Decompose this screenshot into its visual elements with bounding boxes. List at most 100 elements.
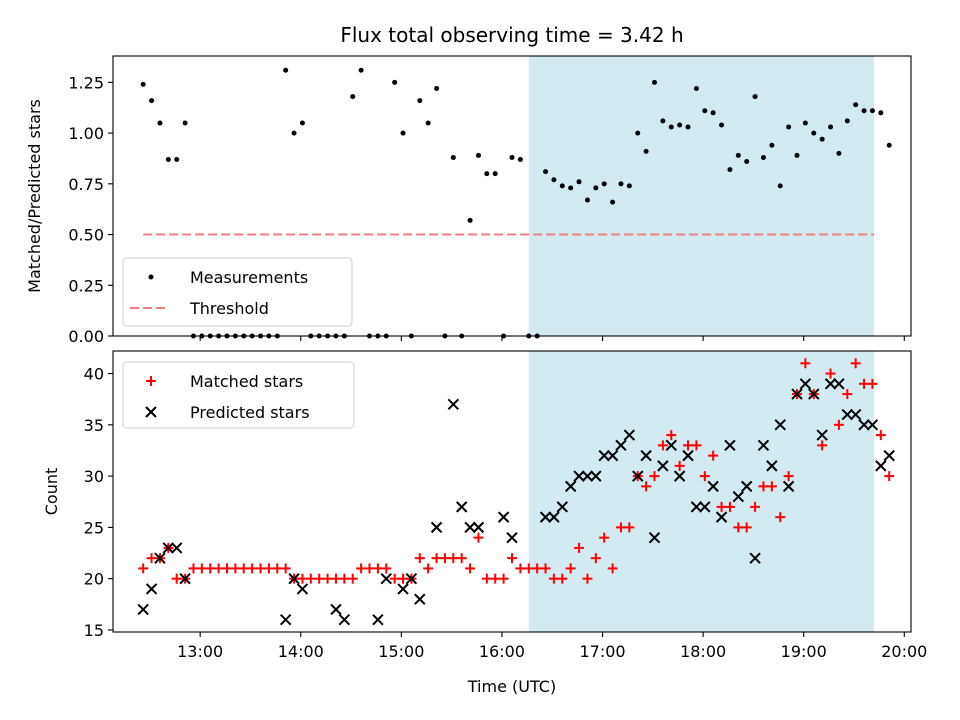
predicted-star-point bbox=[548, 511, 560, 523]
x-tick-label: 17:00 bbox=[579, 642, 625, 661]
measurement-point bbox=[568, 185, 574, 191]
predicted-star-point bbox=[699, 501, 711, 513]
predicted-star-point bbox=[824, 378, 837, 390]
matched-star-point bbox=[548, 573, 559, 584]
ratio-y-ticks: 0.00 0.25 0.50 0.75 1.00 1.25 bbox=[68, 73, 113, 346]
measurement-point bbox=[174, 156, 180, 162]
matched-star-point bbox=[817, 440, 828, 451]
predicted-star-point bbox=[866, 419, 879, 431]
matched-star-point bbox=[364, 563, 375, 574]
y-tick-label: 1.25 bbox=[68, 73, 104, 92]
predicted-star-point bbox=[791, 388, 803, 400]
predicted-star-point bbox=[154, 552, 166, 564]
matched-star-point bbox=[615, 522, 626, 533]
matched-star-point bbox=[565, 563, 576, 574]
measurement-point bbox=[693, 85, 699, 91]
matched-star-point bbox=[389, 573, 400, 584]
predicted-star-point bbox=[875, 460, 887, 472]
predicted-star-point bbox=[564, 480, 577, 493]
predicted-star-point bbox=[816, 429, 828, 441]
matched-star-point bbox=[758, 481, 769, 492]
predicted-star-point bbox=[288, 572, 300, 585]
matched-star-point bbox=[699, 471, 710, 482]
y-tick-label: 0.75 bbox=[68, 175, 104, 194]
measurement-point bbox=[727, 167, 733, 173]
y-tick-label: 40 bbox=[84, 365, 104, 384]
predicted-star-point bbox=[707, 480, 719, 493]
matched-star-point bbox=[439, 553, 450, 564]
count-y-axis-label: Count bbox=[42, 468, 61, 516]
measurement-point bbox=[819, 136, 825, 142]
matched-star-point bbox=[247, 563, 258, 574]
measurement-point bbox=[777, 183, 783, 189]
measurement-point bbox=[299, 120, 305, 126]
predicted-star-point bbox=[657, 460, 669, 472]
matched-star-point bbox=[372, 563, 383, 574]
measurement-point bbox=[350, 94, 356, 100]
ratio-y-axis-label: Matched/Predicted stars bbox=[25, 99, 44, 293]
measurement-point bbox=[643, 148, 649, 154]
measurement-point bbox=[752, 94, 758, 100]
measurement-point bbox=[610, 199, 616, 205]
matched-star-point bbox=[263, 563, 274, 574]
ratio-plot-frame bbox=[112, 55, 912, 337]
predicted-star-point bbox=[749, 552, 761, 564]
y-tick-label: 1.00 bbox=[68, 124, 104, 143]
matched-star-point bbox=[314, 573, 325, 584]
matched-star-point bbox=[448, 553, 459, 564]
matched-star-point bbox=[138, 563, 149, 574]
measurement-point bbox=[886, 142, 892, 148]
matched-star-point bbox=[867, 378, 878, 389]
matched-star-point bbox=[515, 563, 526, 574]
predicted-star-point bbox=[690, 501, 703, 513]
predicted-star-point bbox=[598, 449, 610, 462]
predicted-star-point bbox=[162, 542, 175, 554]
matched-star-point bbox=[222, 563, 232, 574]
y-tick-label: 0.00 bbox=[68, 327, 104, 346]
predicted-star-point bbox=[581, 470, 594, 482]
matched-star-point bbox=[875, 430, 886, 441]
matched-star-point bbox=[800, 358, 811, 369]
predicted-star-point bbox=[556, 501, 569, 513]
predicted-star-point bbox=[137, 603, 149, 616]
x-tick-label: 20:00 bbox=[881, 642, 927, 661]
matched-star-point bbox=[330, 573, 341, 584]
measurement-point bbox=[149, 98, 155, 104]
legend-label: Matched stars bbox=[190, 372, 303, 391]
measurement-point bbox=[283, 67, 289, 73]
predicted-star-point bbox=[774, 419, 786, 431]
measurement-point bbox=[450, 154, 456, 160]
predicted-star-point bbox=[766, 460, 778, 472]
matched-star-point bbox=[741, 522, 752, 533]
measurement-point bbox=[157, 120, 163, 126]
matched-star-point bbox=[347, 573, 358, 584]
predicted-star-point bbox=[405, 572, 418, 585]
legend-label: Measurements bbox=[190, 268, 308, 287]
measurement-point bbox=[802, 120, 808, 126]
matched-star-point bbox=[473, 532, 484, 543]
measurement-point bbox=[618, 181, 624, 187]
measurement-point bbox=[853, 102, 859, 108]
observing-window-shade bbox=[528, 351, 875, 632]
matched-star-point bbox=[859, 378, 870, 389]
predicted-star-point bbox=[447, 398, 460, 411]
measurement-point bbox=[467, 217, 473, 223]
matched-star-point bbox=[305, 573, 316, 584]
matched-star-point bbox=[456, 553, 467, 564]
predicted-star-point bbox=[833, 378, 845, 390]
legend-box bbox=[122, 361, 355, 429]
predicted-star-point bbox=[673, 470, 686, 482]
measurement-point bbox=[786, 124, 792, 130]
predicted-star-point bbox=[640, 449, 652, 462]
predicted-star-point bbox=[397, 583, 409, 595]
matched-star-point bbox=[280, 563, 291, 574]
measurement-point bbox=[677, 122, 683, 128]
matched-star-point bbox=[666, 430, 677, 441]
predicted-star-point bbox=[372, 613, 384, 626]
legend-box bbox=[122, 257, 353, 327]
measurement-point bbox=[475, 152, 481, 158]
matched-star-point bbox=[624, 522, 635, 533]
matched-star-point bbox=[574, 542, 585, 553]
measurement-point bbox=[517, 156, 523, 162]
